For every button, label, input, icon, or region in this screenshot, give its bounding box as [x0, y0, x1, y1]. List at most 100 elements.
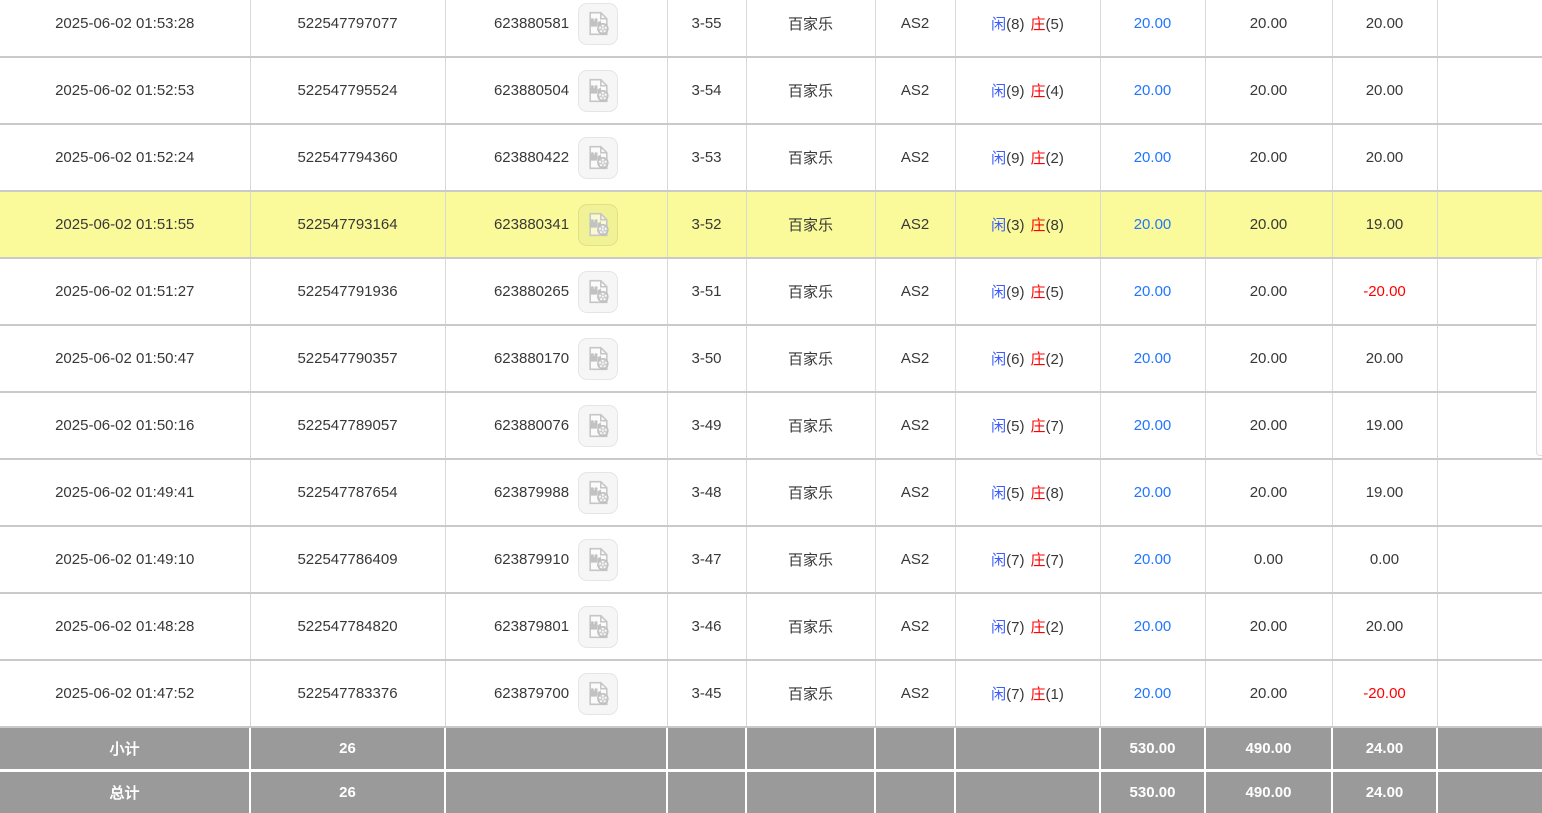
- empty-cell: [1437, 727, 1542, 771]
- banker-result: 庄: [1031, 552, 1046, 569]
- round-number: 3-51: [667, 258, 746, 325]
- bet-amount-cell: 20.00: [1100, 593, 1205, 660]
- valid-amount: 20.00: [1205, 57, 1332, 124]
- table-code: AS2: [875, 0, 955, 57]
- table-row[interactable]: 2025-06-02 01:50:47 522547790357 6238801…: [0, 325, 1542, 392]
- round-number: 3-46: [667, 593, 746, 660]
- video-document-icon: [585, 144, 612, 171]
- bet-amount-link[interactable]: 20.00: [1134, 350, 1172, 367]
- bet-time: 2025-06-02 01:53:28: [0, 0, 250, 57]
- table-row[interactable]: 2025-06-02 01:49:41 522547787654 6238799…: [0, 459, 1542, 526]
- empty-cell: [1437, 526, 1542, 593]
- table-row[interactable]: 2025-06-02 01:53:28 522547797077 6238805…: [0, 0, 1542, 57]
- video-replay-button[interactable]: [578, 70, 618, 112]
- valid-amount: 20.00: [1205, 191, 1332, 258]
- win-loss: 20.00: [1332, 124, 1437, 191]
- order-id: 522547791936: [250, 258, 445, 325]
- video-replay-button[interactable]: [578, 673, 618, 715]
- round-number: 3-47: [667, 526, 746, 593]
- game-id: 623879910: [494, 551, 569, 568]
- empty-cell: [445, 727, 667, 771]
- game-type: 百家乐: [746, 124, 875, 191]
- bet-time: 2025-06-02 01:47:52: [0, 660, 250, 727]
- empty-cell: [955, 727, 1100, 771]
- bet-time: 2025-06-02 01:51:55: [0, 191, 250, 258]
- bet-amount-link[interactable]: 20.00: [1134, 149, 1172, 166]
- result-cell: 闲(6)庄(2): [955, 325, 1100, 392]
- table-row[interactable]: 2025-06-02 01:49:10 522547786409 6238799…: [0, 526, 1542, 593]
- video-document-icon: [585, 680, 612, 707]
- empty-cell: [1437, 459, 1542, 526]
- valid-amount: 20.00: [1205, 660, 1332, 727]
- game-id-cell: 623880504: [445, 57, 667, 124]
- video-replay-button[interactable]: [578, 3, 618, 45]
- video-replay-button[interactable]: [578, 137, 618, 179]
- win-loss: -20.00: [1332, 660, 1437, 727]
- bet-amount-cell: 20.00: [1100, 392, 1205, 459]
- table-row[interactable]: 2025-06-02 01:52:53 522547795524 6238805…: [0, 57, 1542, 124]
- empty-cell: [1437, 124, 1542, 191]
- video-replay-button[interactable]: [578, 204, 618, 246]
- bet-time: 2025-06-02 01:48:28: [0, 593, 250, 660]
- empty-cell: [1437, 191, 1542, 258]
- round-number: 3-48: [667, 459, 746, 526]
- result-cell: 闲(9)庄(2): [955, 124, 1100, 191]
- video-document-icon: [585, 345, 612, 372]
- table-row[interactable]: 2025-06-02 01:51:55 522547793164 6238803…: [0, 191, 1542, 258]
- win-loss: -20.00: [1332, 258, 1437, 325]
- empty-cell: [1437, 392, 1542, 459]
- game-type: 百家乐: [746, 57, 875, 124]
- scrollbar-thumb[interactable]: [1536, 258, 1542, 456]
- bet-amount-link[interactable]: 20.00: [1134, 15, 1172, 32]
- game-type: 百家乐: [746, 660, 875, 727]
- bet-amount-cell: 20.00: [1100, 57, 1205, 124]
- video-replay-button[interactable]: [578, 338, 618, 380]
- game-id-cell: 623880265: [445, 258, 667, 325]
- bet-amount-link[interactable]: 20.00: [1134, 417, 1172, 434]
- win-loss: 20.00: [1332, 57, 1437, 124]
- empty-cell: [667, 771, 746, 813]
- video-replay-button[interactable]: [578, 405, 618, 447]
- table-code: AS2: [875, 258, 955, 325]
- win-loss: 19.00: [1332, 459, 1437, 526]
- bet-amount-link[interactable]: 20.00: [1134, 484, 1172, 501]
- banker-result: 庄: [1031, 619, 1046, 636]
- total-count: 26: [250, 771, 445, 813]
- video-document-icon: [585, 278, 612, 305]
- bet-amount-link[interactable]: 20.00: [1134, 618, 1172, 635]
- valid-amount: 20.00: [1205, 593, 1332, 660]
- video-replay-button[interactable]: [578, 472, 618, 514]
- table-row[interactable]: 2025-06-02 01:51:27 522547791936 6238802…: [0, 258, 1542, 325]
- video-replay-button[interactable]: [578, 539, 618, 581]
- total-label: 总计: [0, 771, 250, 813]
- table-row[interactable]: 2025-06-02 01:47:52 522547783376 6238797…: [0, 660, 1542, 727]
- empty-cell: [746, 771, 875, 813]
- bet-amount-link[interactable]: 20.00: [1134, 216, 1172, 233]
- video-document-icon: [585, 546, 612, 573]
- bet-amount-link[interactable]: 20.00: [1134, 82, 1172, 99]
- round-number: 3-50: [667, 325, 746, 392]
- bet-amount-link[interactable]: 20.00: [1134, 551, 1172, 568]
- player-result: 闲: [991, 351, 1006, 368]
- player-result: 闲: [991, 83, 1006, 100]
- order-id: 522547786409: [250, 526, 445, 593]
- video-replay-button[interactable]: [578, 271, 618, 313]
- game-id: 623880341: [494, 216, 569, 233]
- bet-amount-link[interactable]: 20.00: [1134, 283, 1172, 300]
- empty-cell: [875, 727, 955, 771]
- game-type: 百家乐: [746, 593, 875, 660]
- table-row[interactable]: 2025-06-02 01:50:16 522547789057 6238800…: [0, 392, 1542, 459]
- valid-amount: 20.00: [1205, 459, 1332, 526]
- bet-amount-cell: 20.00: [1100, 526, 1205, 593]
- table-code: AS2: [875, 459, 955, 526]
- bet-amount-link[interactable]: 20.00: [1134, 685, 1172, 702]
- table-row[interactable]: 2025-06-02 01:48:28 522547784820 6238798…: [0, 593, 1542, 660]
- game-id-cell: 623879988: [445, 459, 667, 526]
- win-loss: 20.00: [1332, 0, 1437, 57]
- video-replay-button[interactable]: [578, 606, 618, 648]
- round-number: 3-49: [667, 392, 746, 459]
- valid-amount: 20.00: [1205, 258, 1332, 325]
- win-loss: 0.00: [1332, 526, 1437, 593]
- table-row[interactable]: 2025-06-02 01:52:24 522547794360 6238804…: [0, 124, 1542, 191]
- valid-amount: 20.00: [1205, 325, 1332, 392]
